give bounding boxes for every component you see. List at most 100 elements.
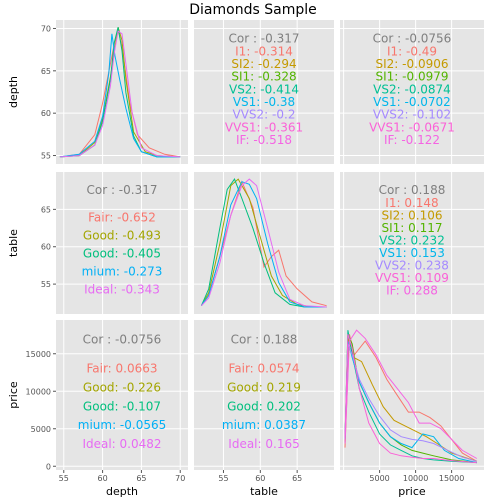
correlation-overall: Cor : -0.317 [228,31,299,45]
correlation-i1: I1: 0.148 [385,196,438,210]
correlation-premium: mium: -0.0565 [78,418,167,432]
panel-background [56,172,188,314]
correlation-overall: Cor : -0.317 [86,183,157,197]
correlation-vvs2: VVS2: 0.238 [375,258,449,272]
correlation-ideal: Ideal: 0.0482 [82,437,161,451]
y-tick-label-depth: 70 [41,24,51,33]
panel-price-table [194,320,334,470]
x-tick-label-table: 60 [255,474,265,483]
plot-title: Diamonds Sample [189,2,316,18]
x-tick-label-depth: 70 [175,474,185,483]
x-tick-label-depth: 60 [97,474,107,483]
x-axis-label-price: price [398,485,426,498]
density-line-ideal [201,178,327,308]
correlation-if: IF: -0.518 [236,133,292,147]
correlation-fair: Fair: 0.0574 [228,362,299,376]
y-axis-label-price: price [7,381,20,409]
y-tick-label-table: 65 [41,205,51,214]
panel-background [340,20,484,164]
density-line-vvs1 [344,334,477,464]
correlation-if: IF: 0.288 [386,283,438,297]
x-tick-label-table: 65 [292,474,302,483]
correlation-vs1: VS1: 0.153 [379,246,445,260]
y-axis-label-depth: depth [7,76,20,108]
correlation-premium: mium: -0.273 [82,264,163,278]
density-panel-depth [59,27,181,158]
correlation-overall: Cor : 0.188 [379,183,446,197]
panel-table-table [194,172,334,314]
correlation-vs2: VS2: -0.414 [229,82,299,96]
correlation-premium: mium: 0.0387 [222,418,306,432]
x-axis-label-table: table [250,485,278,498]
panel-background [194,172,334,314]
correlation-i1: I1: -0.314 [235,44,293,58]
correlation-vvs2: VVS2: -0.2 [233,108,296,122]
density-line-premium [59,33,181,158]
density-panel-table [200,178,327,308]
panel-background [194,320,334,470]
correlation-si1: SI1: -0.328 [231,70,296,84]
x-tick-label-price: 15000 [439,474,464,483]
x-tick-label-depth: 65 [136,474,146,483]
x-axis-label-depth: depth [106,485,138,498]
y-axis-label-table: table [7,229,20,257]
panel-background [340,172,484,314]
y-tick-label-depth: 55 [41,152,51,161]
correlation-panel-price-depth: Cor : -0.0756 Fair: 0.0663 Good: -0.226 Goo… [78,332,167,451]
y-tick-label-depth: 60 [41,109,51,118]
panel-depth-table [194,20,334,164]
density-line-ideal [59,30,181,158]
correlation-vvs2: VVS2: -0.102 [373,108,451,122]
y-tick-label-price: 5000 [31,425,51,434]
correlation-i1: I1: -0.49 [387,44,437,58]
panel-price-depth [56,320,188,470]
correlation-ideal: Ideal: 0.165 [228,437,299,451]
correlation-vs2: VS2: -0.0874 [373,82,451,96]
correlation-very-good: Good: -0.405 [83,246,161,260]
density-line-premium [200,181,327,308]
y-tick-label-price: 0 [46,462,51,471]
correlation-panel-price-table: Cor : 0.188 Fair: 0.0574 Good: 0.219 Good: … [222,332,306,451]
panel-background [194,20,334,164]
correlation-overall: Cor : -0.0756 [373,31,452,45]
y-tick-label-price: 10000 [26,387,51,396]
y-tick-label-price: 15000 [26,350,51,359]
correlation-vs1: VS1: -0.38 [233,95,295,109]
correlation-good: Good: 0.219 [227,380,301,394]
panel-depth-price [340,20,484,164]
panel-background [340,320,484,470]
correlation-vvs1: VVS1: -0.0671 [369,120,455,134]
density-line-very-good [200,178,327,308]
density-line-if [344,329,478,459]
x-tick-label-price: 10000 [403,474,428,483]
correlation-si1: SI1: -0.0979 [376,70,449,84]
correlation-panel-table-depth: Cor : -0.317 Fair: -0.652 Good: -0.493 Good… [82,183,163,296]
correlation-fair: Fair: 0.0663 [86,362,157,376]
panel-price-price [340,320,484,470]
correlation-vvs1: VVS1: -0.361 [225,120,303,134]
correlation-very-good: Good: -0.107 [83,399,161,413]
correlation-si2: SI2: -0.294 [231,57,296,71]
y-tick-label-depth: 65 [41,67,51,76]
x-tick-label-table: 55 [218,474,228,483]
correlation-si1: SI1: 0.117 [381,221,442,235]
y-tick-label-table: 60 [41,243,51,252]
x-tick-label-depth: 55 [59,474,69,483]
correlation-ideal: Ideal: -0.343 [84,282,160,296]
density-line-vvs2 [344,343,477,462]
correlation-good: Good: -0.493 [83,229,161,243]
correlation-vs2: VS2: 0.232 [379,233,445,247]
panel-table-depth [56,172,188,314]
x-tick-label-price: 5000 [369,474,389,483]
correlation-vs1: VS1: -0.0702 [373,95,451,109]
correlation-if: IF: -0.122 [384,133,440,147]
correlation-fair: Fair: -0.652 [88,211,156,225]
correlation-vvs1: VVS1: 0.109 [375,271,449,285]
correlation-overall: Cor : -0.0756 [83,332,162,346]
panel-table-price [340,172,484,314]
panel-background [56,320,188,470]
